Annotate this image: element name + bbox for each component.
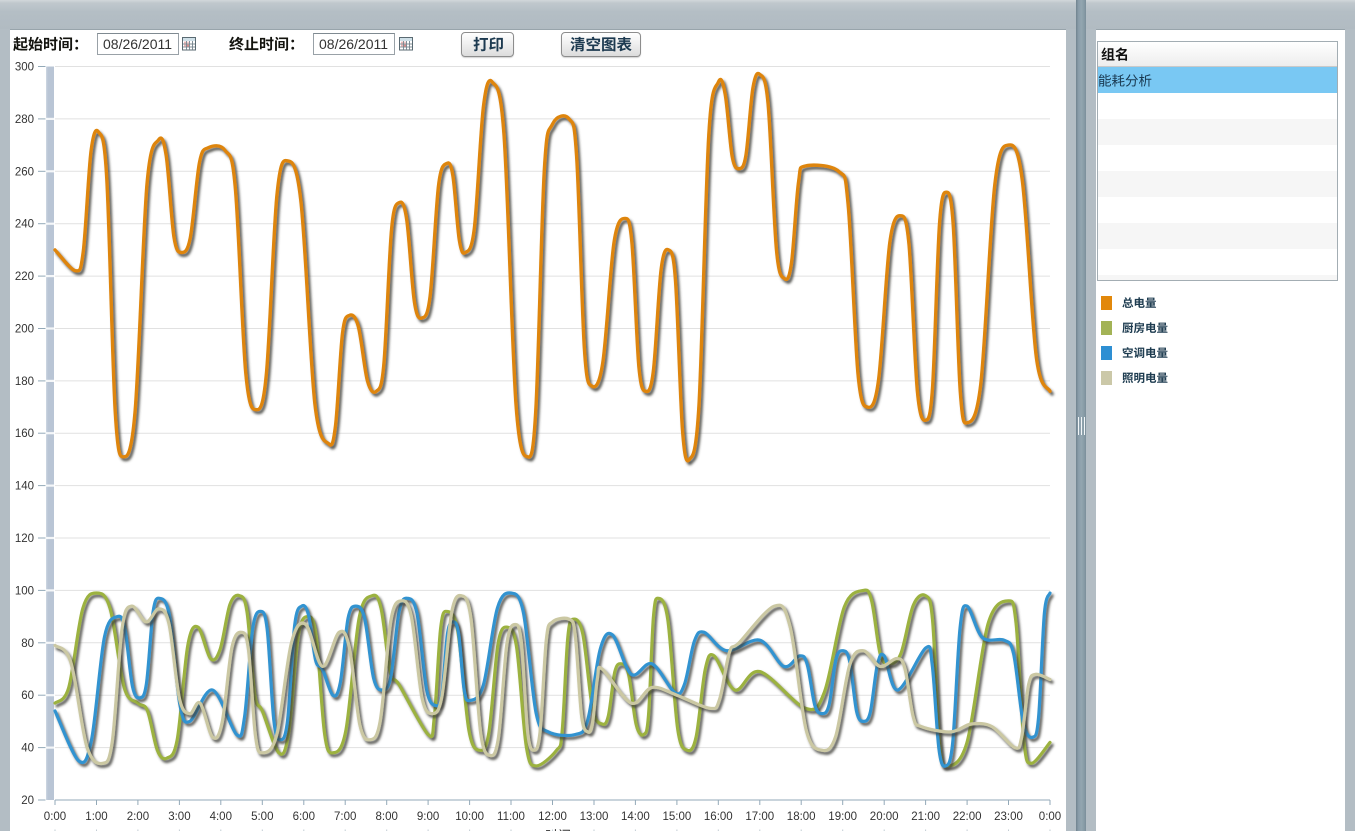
svg-text:60: 60 [21, 690, 34, 702]
svg-text:3:00: 3:00 [168, 811, 190, 823]
svg-text:180: 180 [15, 376, 34, 388]
svg-text:5:00: 5:00 [251, 811, 273, 823]
svg-text:19:00: 19:00 [828, 811, 857, 823]
svg-text:4:00: 4:00 [210, 811, 232, 823]
svg-text:14:00: 14:00 [621, 811, 650, 823]
svg-text:200: 200 [15, 324, 34, 336]
svg-text:0:00: 0:00 [44, 811, 66, 823]
svg-text:240: 240 [15, 219, 34, 231]
svg-text:1:00: 1:00 [85, 811, 107, 823]
svg-text:11:00: 11:00 [497, 811, 525, 823]
svg-text:140: 140 [15, 481, 34, 493]
svg-text:160: 160 [15, 428, 34, 440]
svg-text:2:00: 2:00 [127, 811, 149, 823]
svg-text:20:00: 20:00 [870, 811, 899, 823]
svg-text:100: 100 [15, 585, 34, 597]
svg-text:20: 20 [21, 795, 34, 807]
svg-text:21:00: 21:00 [911, 811, 940, 823]
svg-text:260: 260 [15, 166, 34, 178]
svg-text:13:00: 13:00 [580, 811, 609, 823]
svg-text:8:00: 8:00 [376, 811, 398, 823]
svg-text:6:00: 6:00 [293, 811, 315, 823]
svg-text:10:00: 10:00 [455, 811, 484, 823]
svg-text:15:00: 15:00 [663, 811, 692, 823]
svg-text:17:00: 17:00 [745, 811, 774, 823]
svg-text:280: 280 [15, 114, 34, 126]
svg-text:40: 40 [21, 743, 34, 755]
svg-text:12:00: 12:00 [538, 811, 567, 823]
svg-text:7:00: 7:00 [334, 811, 356, 823]
svg-text:0:00: 0:00 [1039, 811, 1061, 823]
svg-text:23:00: 23:00 [994, 811, 1023, 823]
svg-text:22:00: 22:00 [953, 811, 982, 823]
svg-text:220: 220 [15, 271, 34, 283]
svg-text:16:00: 16:00 [704, 811, 733, 823]
svg-text:300: 300 [15, 62, 34, 74]
svg-text:9:00: 9:00 [417, 811, 439, 823]
svg-text:120: 120 [15, 533, 34, 545]
svg-text:80: 80 [21, 638, 34, 650]
svg-text:18:00: 18:00 [787, 811, 816, 823]
